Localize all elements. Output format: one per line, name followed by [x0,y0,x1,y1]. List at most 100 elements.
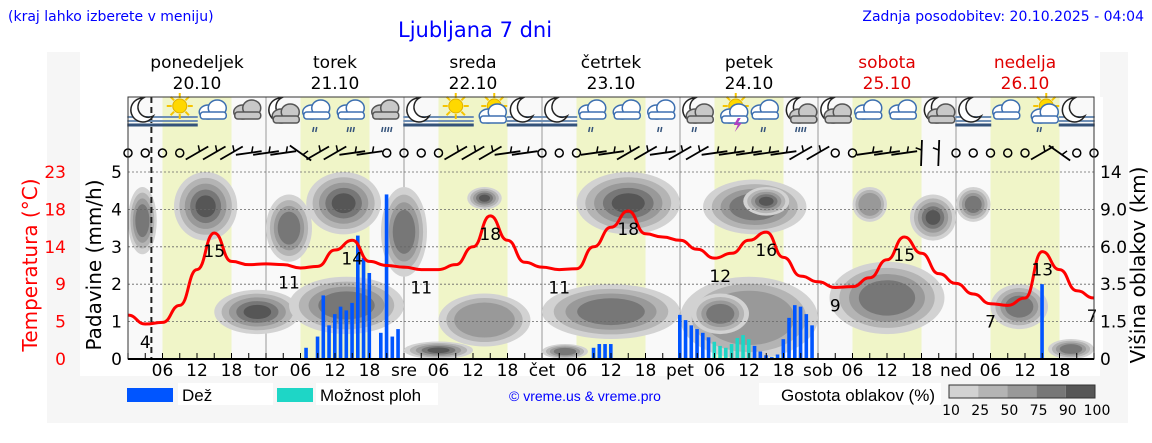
x-hour-label: 06 [980,361,1002,381]
x-day-label: pet [666,361,694,381]
x-hour-label: 18 [911,361,933,381]
x-hour-label: 06 [566,361,588,381]
rain-bar [384,194,389,359]
cloud-icon [889,111,917,120]
x-hour-label: 12 [462,361,484,381]
legend-rain-label: Dež [182,386,212,405]
wind-barb-tick [646,145,649,152]
wind-barb-tick [628,145,632,152]
rain-drop-icon [763,126,766,133]
cloud-density-blob [135,204,150,238]
weather-icon-cloud-light-rain [302,99,331,133]
temperature-label: 14 [341,249,363,269]
cloud-density-blob [611,193,645,214]
density-scale-swatch [1065,385,1095,398]
x-hour-label: 18 [359,361,381,381]
temperature-label: 9 [830,296,841,316]
x-day-label: sre [391,361,417,381]
wind-calm-icon [951,148,961,158]
temp-tick-label: 23 [44,163,66,183]
cloud-height-tick-label: 14 [1100,163,1122,183]
cloud-height-tick-label: 3.5 [1100,275,1127,295]
wind-barb-shaft [580,150,607,156]
rain-bar [379,332,383,359]
weather-icon-cloud-light-rain [578,99,607,133]
cloud-icon [824,115,852,124]
wind-barb-icon [444,145,468,161]
weather-icon-moon-fog [541,97,578,127]
cloud-icon [479,115,507,124]
day-date: 21.10 [311,74,360,94]
cloud-density-blob [964,195,982,213]
temp-axis-title: Temperatura (°C) [18,178,42,352]
x-day-label: ned [940,361,972,381]
weather-icon-moon-fog [127,97,164,127]
rain-drop-icon [390,126,393,133]
rain-bar [678,314,682,359]
wind-barb-shaft [339,150,366,156]
plot-edge-mask [1095,97,1103,359]
density-scale-label: 50 [1000,403,1018,419]
wind-calm-icon [985,148,996,158]
rain-bar [597,344,602,359]
x-hour-label: 12 [1014,361,1036,381]
rain-drop-icon [588,126,591,133]
wind-barb-tick [889,146,892,153]
wind-barb-shaft [478,145,502,161]
cloud-icon [993,111,1021,120]
wind-barb-tick [509,146,513,153]
cloud-icon [686,115,714,124]
x-day-label: sob [803,361,833,381]
x-hour-label: 18 [1049,361,1071,381]
cloud-icon [272,115,300,124]
wind-barb-tick [490,145,494,152]
wind-barb-icon [1048,144,1071,162]
weather-icon-moon-cloud [268,97,300,124]
showers-bar [718,345,722,359]
x-hour-label: 18 [773,361,795,381]
legend-density-label: Gostota oblakov (%) [781,386,935,405]
day-name: sreda [449,53,496,73]
wind-calm-icon [847,148,858,158]
wind-barb-shaft [920,139,923,167]
wind-barb-icon [806,145,830,161]
weather-icon-moon-fog [955,97,992,127]
wind-barb-tick [785,146,789,153]
rain-drop-icon [384,126,387,133]
wind-barb-icon [219,145,244,161]
rain-bar [810,325,814,359]
weather-icon-cloud-light-rain [647,99,676,133]
rain-bar [338,306,343,359]
cloud-density-blob [1059,344,1083,354]
cloud-icon [199,111,227,120]
rain-bar [689,325,694,359]
wind-calm-icon [1020,148,1030,158]
sun-ray-icon [460,110,466,116]
precip-tick-label: 5 [111,163,122,183]
density-scale-label: 90 [1059,403,1077,419]
weather-icon-sun-cloud-rain [1030,93,1060,133]
rain-bar [315,336,320,359]
precip-tick-label: 4 [111,200,122,220]
rain-bar [609,344,613,359]
cloud-icon [721,115,749,124]
wind-calm-icon [830,148,840,158]
wind-barb-tick [751,146,754,153]
wind-barb-icon [668,145,692,161]
wind-barb-icon [718,146,745,156]
cloud-density-blob [706,303,735,324]
wind-barb-tick [473,145,477,152]
moon-icon [406,97,432,123]
showers-bar [741,335,745,359]
weather-icon-sun-cloud [478,93,508,124]
cloud-density-blob [318,291,375,320]
x-day-label: čet [529,361,556,381]
sun-ray-icon [169,110,175,116]
day-name: nedelja [994,53,1056,73]
wind-barb-icon [356,146,383,156]
wind-barb-shaft [685,145,709,161]
showers-bar [729,344,734,359]
cloud-icon [337,111,365,120]
wind-barb-icon [891,146,918,156]
rain-bar [701,332,705,359]
